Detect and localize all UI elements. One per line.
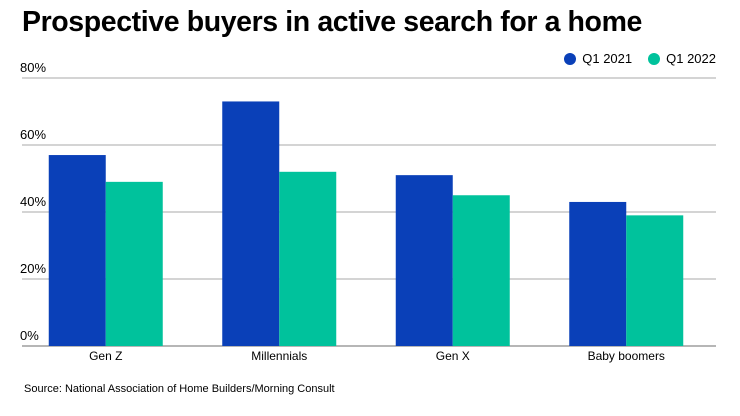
source-note: Source: National Association of Home Bui… (24, 383, 335, 395)
legend-label-q1-2021: Q1 2021 (582, 51, 633, 66)
bar-gen-x-q1-2022 (452, 195, 510, 346)
y-tick-label-40: 40% (20, 194, 46, 209)
bar-gen-x-q1-2021 (395, 175, 453, 346)
bar-gen-z-q1-2021 (48, 155, 106, 346)
chart-legend: Q1 2021 Q1 2022 (564, 51, 716, 66)
y-tick-label-60: 60% (20, 127, 46, 142)
x-tick-label-millennials: Millennials (251, 349, 307, 363)
y-tick-label-80: 80% (20, 60, 46, 75)
legend-item-q1-2022: Q1 2022 (648, 51, 716, 66)
bar-baby-boomers-q1-2021 (569, 201, 627, 346)
bar-gen-z-q1-2022 (105, 181, 163, 346)
legend-swatch-q1-2021 (564, 52, 577, 65)
x-tick-label-gen-x: Gen X (436, 349, 470, 363)
legend-label-q1-2022: Q1 2022 (666, 51, 716, 66)
bar-millennials-q1-2021 (222, 101, 280, 346)
chart-title: Prospective buyers in active search for … (22, 6, 642, 38)
y-tick-label-0: 0% (20, 328, 39, 343)
x-tick-label-baby-boomers: Baby boomers (588, 349, 665, 363)
y-tick-label-20: 20% (20, 261, 46, 276)
bars (48, 101, 684, 346)
x-tick-label-gen-z: Gen Z (89, 349, 122, 363)
bar-baby-boomers-q1-2022 (626, 215, 684, 346)
legend-item-q1-2021: Q1 2021 (564, 51, 632, 66)
axis-labels: 0% 20% 40% 60% 80% Gen Z Millennials Gen X Baby … (20, 60, 665, 363)
bar-millennials-q1-2022 (279, 171, 337, 346)
legend-swatch-q1-2022 (648, 52, 661, 65)
